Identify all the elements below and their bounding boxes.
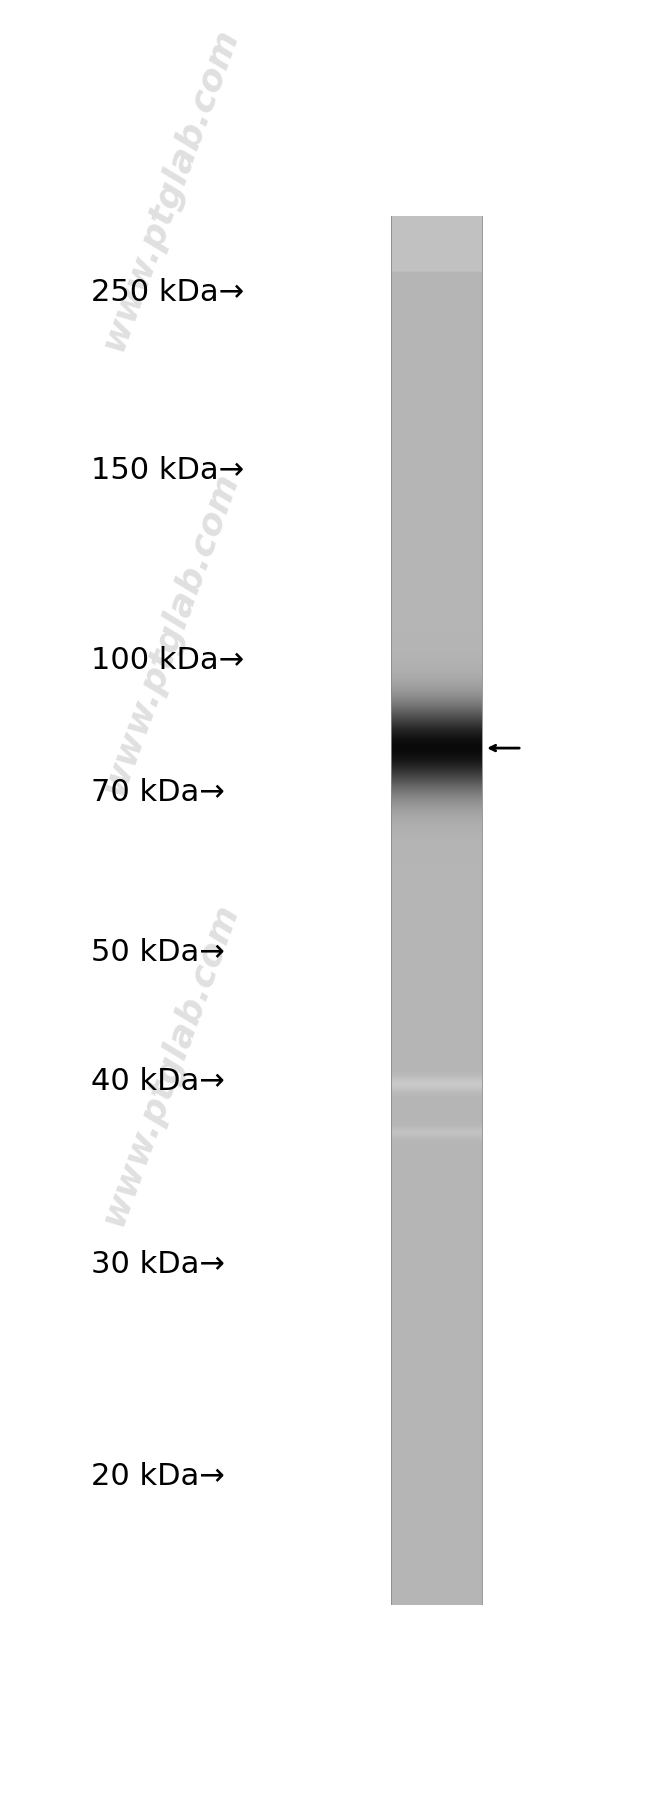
Text: 100 kDa→: 100 kDa→	[91, 645, 244, 674]
Text: www.ptglab.com: www.ptglab.com	[96, 898, 245, 1230]
Text: 50 kDa→: 50 kDa→	[91, 938, 225, 966]
Text: www.ptglab.com: www.ptglab.com	[96, 23, 245, 355]
Text: 70 kDa→: 70 kDa→	[91, 779, 225, 808]
Text: www.ptglab.com: www.ptglab.com	[96, 467, 245, 799]
Text: 40 kDa→: 40 kDa→	[91, 1067, 225, 1096]
Text: 150 kDa→: 150 kDa→	[91, 456, 244, 485]
Text: 30 kDa→: 30 kDa→	[91, 1249, 225, 1278]
Text: 250 kDa→: 250 kDa→	[91, 278, 244, 307]
Text: 20 kDa→: 20 kDa→	[91, 1462, 225, 1491]
